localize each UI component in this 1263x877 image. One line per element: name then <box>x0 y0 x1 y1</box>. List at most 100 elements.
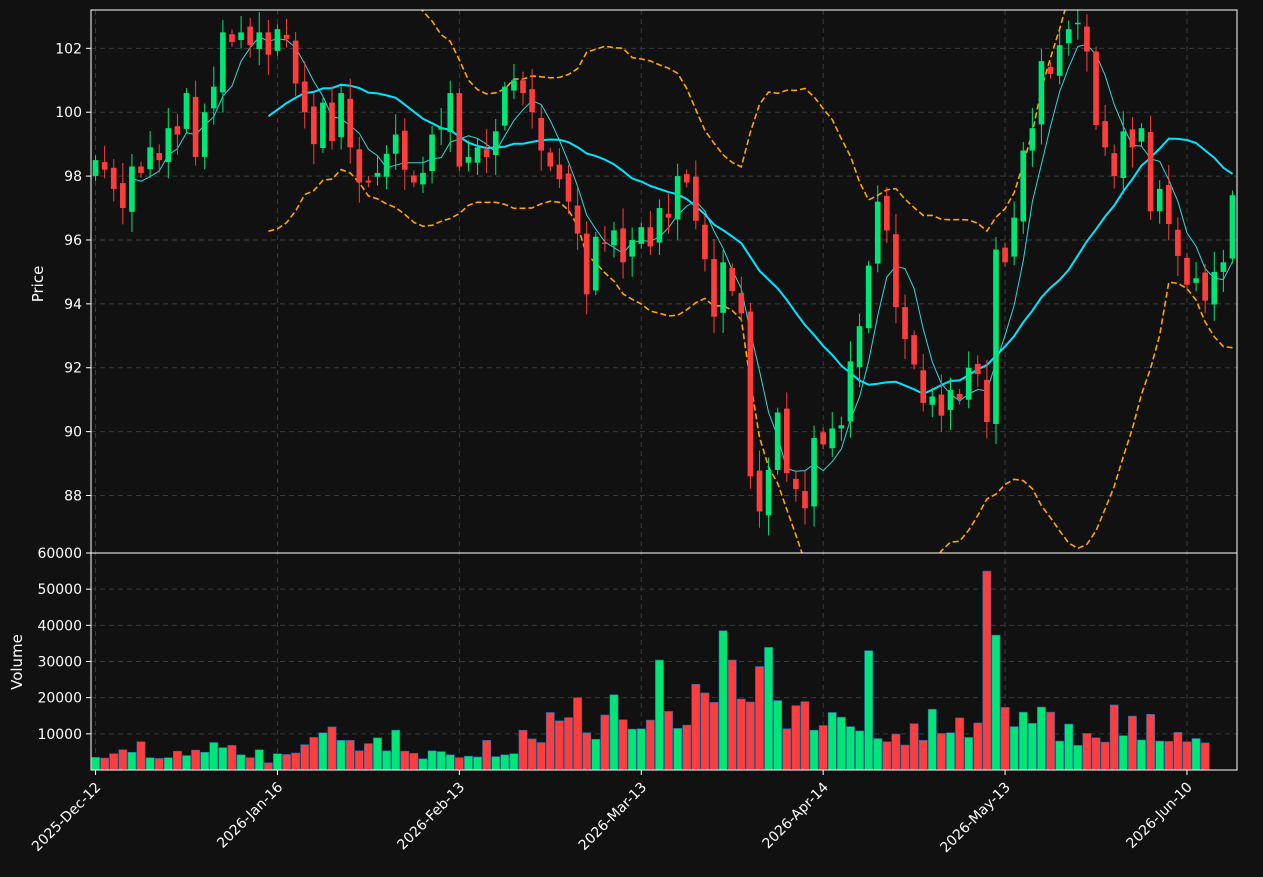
candle-body <box>774 412 781 470</box>
candle-body <box>929 396 936 405</box>
volume-bar <box>118 749 128 771</box>
volume-bar <box>1064 723 1074 771</box>
candle-body <box>902 307 908 339</box>
candle-body <box>456 93 463 167</box>
volume-bar <box>1018 711 1028 771</box>
volume-bar <box>154 758 164 771</box>
candle-body <box>1093 51 1099 125</box>
volume-bar <box>1146 714 1155 771</box>
volume-tick-label: 50000 <box>37 582 82 598</box>
volume-bar <box>509 753 519 771</box>
candle-body <box>547 152 554 167</box>
candle-body <box>220 32 226 93</box>
volume-bar <box>391 729 401 771</box>
volume-bar <box>136 741 146 771</box>
candle-body <box>511 80 517 91</box>
candle-body <box>1020 150 1027 222</box>
volume-bar <box>191 749 200 771</box>
volume-tick-label: 40000 <box>37 618 82 634</box>
volume-bar <box>200 751 210 771</box>
volume-bar <box>1046 711 1055 771</box>
volume-bar <box>746 701 755 771</box>
candle-body <box>620 228 626 263</box>
candle-body <box>502 86 508 126</box>
candle-body <box>984 379 990 423</box>
x-tick-label: 2026-May-13 <box>937 780 1014 857</box>
volume-bar <box>364 743 373 771</box>
candle-body <box>802 491 808 509</box>
candle-body <box>1084 26 1090 52</box>
candle-body <box>465 156 472 163</box>
volume-panel-frame <box>90 552 1238 771</box>
volume-bar <box>209 742 219 771</box>
candle-body <box>1229 195 1236 259</box>
price-tick-label: 88 <box>64 489 82 505</box>
volume-bar <box>764 647 773 771</box>
volume-bar <box>582 732 592 771</box>
volume-bar <box>1027 723 1037 771</box>
moving-averages <box>131 36 1234 472</box>
volume-bar <box>882 741 892 771</box>
candle-body <box>110 167 117 189</box>
volume-bar <box>609 694 619 771</box>
volume-bar <box>691 683 701 771</box>
volume-bar <box>336 740 346 771</box>
candle-body <box>129 166 135 212</box>
volume-bar <box>1100 741 1110 771</box>
volume-bar <box>645 719 655 771</box>
volume-bar <box>1118 735 1128 771</box>
candle-body <box>1047 66 1054 74</box>
candle-body <box>884 195 890 231</box>
candle-body <box>438 128 444 130</box>
candle-body <box>674 176 681 220</box>
volume-bar <box>1109 704 1119 771</box>
candle-body <box>156 153 163 161</box>
candle-body <box>201 112 208 157</box>
volume-bar <box>664 711 673 771</box>
candle-body <box>447 93 454 133</box>
candle-body <box>429 134 435 171</box>
volume-bar <box>809 729 819 771</box>
candle-body <box>683 174 690 183</box>
candle-body <box>865 265 872 329</box>
volume-bar <box>818 725 828 771</box>
volume-bar <box>1091 737 1101 771</box>
volume-bar <box>1200 742 1210 771</box>
volume-tick-label: 10000 <box>37 727 82 743</box>
candle-body <box>92 160 99 177</box>
candle-body <box>492 131 499 156</box>
volume-bar <box>545 712 555 771</box>
candle-body <box>1056 45 1063 76</box>
volume-bar <box>273 753 282 771</box>
volume-bars <box>91 570 1210 771</box>
candle-body <box>647 227 654 247</box>
volume-bar <box>109 753 119 771</box>
volume-bar <box>782 728 792 771</box>
candle-body <box>474 147 481 163</box>
candle-body <box>729 268 736 292</box>
candle-body <box>720 262 726 313</box>
candle-body <box>301 81 308 113</box>
candle-body <box>229 34 235 42</box>
candle-body <box>101 162 108 170</box>
candle-body <box>274 29 281 51</box>
volume-bar <box>454 757 464 771</box>
candle-body <box>183 93 190 129</box>
volume-bar <box>1182 741 1192 771</box>
volume-bar <box>254 749 264 771</box>
volume-bar <box>591 738 601 771</box>
candle-body <box>1038 61 1045 125</box>
candle-body <box>174 126 181 135</box>
candle-body <box>1111 153 1118 177</box>
candle-body <box>1211 271 1218 305</box>
volume-bar <box>827 712 837 771</box>
candle-body <box>283 34 290 39</box>
candle-body <box>1202 272 1208 301</box>
candle-body <box>656 208 663 243</box>
candle-body <box>1184 257 1190 285</box>
volume-bar <box>464 755 473 771</box>
candle-body <box>192 96 199 157</box>
candle-body <box>665 213 672 218</box>
volume-bar <box>482 740 492 771</box>
candle-body <box>238 32 244 41</box>
